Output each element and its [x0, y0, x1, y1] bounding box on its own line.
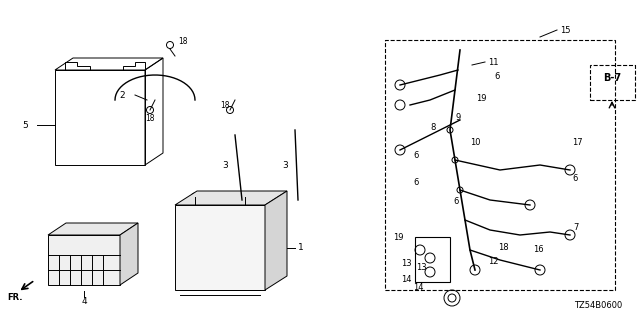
Bar	[385, 40, 615, 290]
Text: 6: 6	[413, 178, 419, 187]
Polygon shape	[48, 223, 138, 235]
Text: 6: 6	[494, 71, 499, 81]
Polygon shape	[175, 191, 287, 205]
Text: 7: 7	[573, 222, 579, 231]
Text: 18: 18	[178, 36, 188, 45]
Text: 19: 19	[393, 233, 403, 242]
Text: 18: 18	[145, 114, 155, 123]
Text: 6: 6	[453, 197, 458, 206]
Text: 18: 18	[498, 243, 509, 252]
Text: 6: 6	[413, 150, 419, 159]
Text: 8: 8	[430, 123, 435, 132]
Text: 4: 4	[81, 298, 87, 307]
Text: 1: 1	[298, 244, 304, 252]
Text: 2: 2	[120, 91, 125, 100]
Text: 14: 14	[413, 283, 424, 292]
Text: 13: 13	[401, 259, 412, 268]
Text: 3: 3	[282, 161, 288, 170]
Polygon shape	[48, 235, 120, 285]
Text: 11: 11	[488, 58, 499, 67]
Bar	[415, 237, 450, 282]
Text: 15: 15	[560, 26, 570, 35]
Text: 5: 5	[22, 121, 28, 130]
Text: 3: 3	[222, 161, 228, 170]
Text: 17: 17	[572, 138, 582, 147]
Text: 18: 18	[220, 100, 230, 109]
Text: 12: 12	[488, 258, 499, 267]
Text: FR.: FR.	[7, 293, 23, 302]
Text: 6: 6	[572, 173, 577, 182]
Text: 16: 16	[533, 245, 543, 254]
Text: TZ54B0600: TZ54B0600	[574, 300, 622, 309]
Text: 19: 19	[476, 93, 486, 102]
Text: 9: 9	[455, 113, 460, 122]
Text: B-7: B-7	[603, 73, 621, 83]
Polygon shape	[175, 205, 265, 290]
Text: 10: 10	[470, 138, 481, 147]
Text: 13: 13	[416, 262, 427, 271]
Polygon shape	[265, 191, 287, 290]
Bar	[590, 65, 635, 100]
Polygon shape	[120, 223, 138, 285]
Text: 14: 14	[401, 276, 412, 284]
